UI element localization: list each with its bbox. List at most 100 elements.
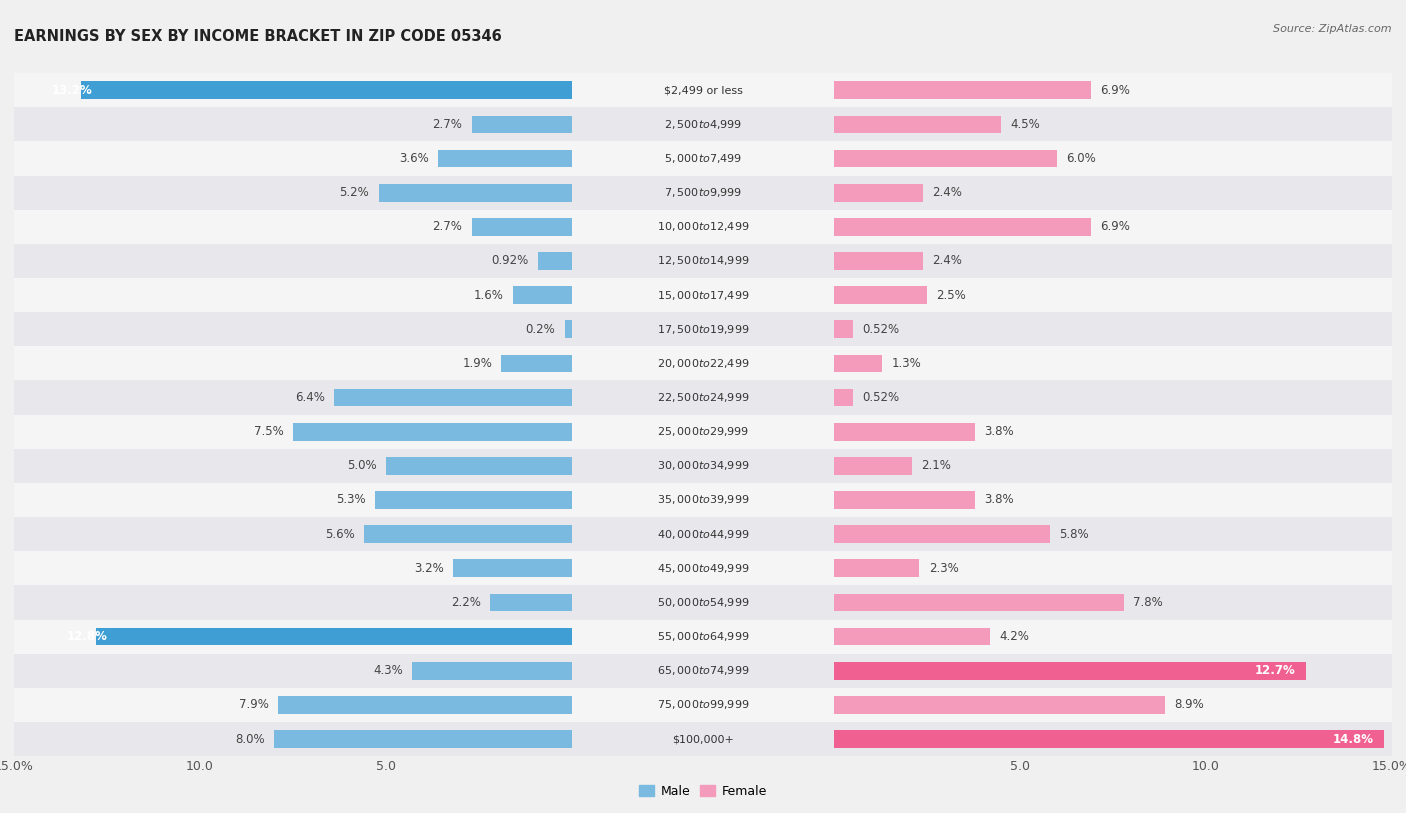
Bar bbox=[834, 141, 1392, 176]
Text: 2.3%: 2.3% bbox=[929, 562, 959, 575]
Text: $100,000+: $100,000+ bbox=[672, 734, 734, 744]
Bar bbox=[14, 380, 572, 415]
Bar bbox=[834, 380, 1392, 415]
Text: 5.8%: 5.8% bbox=[1059, 528, 1088, 541]
Text: $65,000 to $74,999: $65,000 to $74,999 bbox=[657, 664, 749, 677]
Text: $17,500 to $19,999: $17,500 to $19,999 bbox=[657, 323, 749, 336]
Bar bbox=[572, 244, 834, 278]
Bar bbox=[572, 483, 834, 517]
Bar bbox=[572, 346, 834, 380]
Text: 0.92%: 0.92% bbox=[491, 254, 529, 267]
Bar bbox=[834, 210, 1392, 244]
Bar bbox=[834, 730, 1385, 748]
Bar bbox=[378, 184, 572, 202]
Bar bbox=[834, 115, 1001, 133]
Bar bbox=[14, 688, 572, 722]
Text: 5.6%: 5.6% bbox=[325, 528, 354, 541]
Text: 3.8%: 3.8% bbox=[984, 493, 1014, 506]
Bar bbox=[14, 551, 572, 585]
Text: 0.52%: 0.52% bbox=[862, 323, 900, 336]
Text: $12,500 to $14,999: $12,500 to $14,999 bbox=[657, 254, 749, 267]
Bar bbox=[834, 218, 1091, 236]
Bar bbox=[834, 517, 1392, 551]
Bar bbox=[572, 278, 834, 312]
Text: 2.7%: 2.7% bbox=[433, 220, 463, 233]
Bar bbox=[834, 150, 1057, 167]
Text: $25,000 to $29,999: $25,000 to $29,999 bbox=[657, 425, 749, 438]
Bar bbox=[834, 654, 1392, 688]
Text: 1.3%: 1.3% bbox=[891, 357, 921, 370]
Bar bbox=[471, 115, 572, 133]
Bar bbox=[572, 585, 834, 620]
Text: 6.9%: 6.9% bbox=[1099, 84, 1130, 97]
Bar bbox=[834, 491, 976, 509]
Text: $40,000 to $44,999: $40,000 to $44,999 bbox=[657, 528, 749, 541]
Bar bbox=[572, 722, 834, 756]
Text: 2.1%: 2.1% bbox=[921, 459, 952, 472]
Bar bbox=[14, 415, 572, 449]
Bar bbox=[14, 722, 572, 756]
Bar bbox=[572, 654, 834, 688]
Bar bbox=[834, 696, 1166, 714]
Bar bbox=[834, 620, 1392, 654]
Text: 2.4%: 2.4% bbox=[932, 186, 962, 199]
Text: 2.2%: 2.2% bbox=[451, 596, 481, 609]
Bar bbox=[572, 176, 834, 210]
Legend: Male, Female: Male, Female bbox=[634, 780, 772, 802]
Bar bbox=[572, 141, 834, 176]
Text: 2.4%: 2.4% bbox=[932, 254, 962, 267]
Bar bbox=[834, 354, 882, 372]
Bar bbox=[471, 218, 572, 236]
Bar bbox=[834, 278, 1392, 312]
Text: 5.0%: 5.0% bbox=[347, 459, 377, 472]
Text: 13.2%: 13.2% bbox=[52, 84, 93, 97]
Bar bbox=[572, 449, 834, 483]
Bar bbox=[565, 320, 572, 338]
Bar bbox=[834, 389, 853, 406]
Text: $10,000 to $12,499: $10,000 to $12,499 bbox=[657, 220, 749, 233]
Text: 2.5%: 2.5% bbox=[936, 289, 966, 302]
Text: 5.3%: 5.3% bbox=[336, 493, 366, 506]
Bar bbox=[14, 654, 572, 688]
Bar bbox=[14, 244, 572, 278]
Bar bbox=[572, 380, 834, 415]
Text: $7,500 to $9,999: $7,500 to $9,999 bbox=[664, 186, 742, 199]
Bar bbox=[14, 107, 572, 141]
Bar bbox=[572, 620, 834, 654]
Bar bbox=[834, 312, 1392, 346]
Bar bbox=[834, 525, 1050, 543]
Text: $45,000 to $49,999: $45,000 to $49,999 bbox=[657, 562, 749, 575]
Text: $30,000 to $34,999: $30,000 to $34,999 bbox=[657, 459, 749, 472]
Bar bbox=[572, 688, 834, 722]
Text: 7.5%: 7.5% bbox=[254, 425, 284, 438]
Bar bbox=[834, 184, 924, 202]
Bar bbox=[834, 662, 1306, 680]
Bar bbox=[834, 688, 1392, 722]
Bar bbox=[14, 141, 572, 176]
Bar bbox=[834, 483, 1392, 517]
Bar bbox=[513, 286, 572, 304]
Text: EARNINGS BY SEX BY INCOME BRACKET IN ZIP CODE 05346: EARNINGS BY SEX BY INCOME BRACKET IN ZIP… bbox=[14, 29, 502, 44]
Bar bbox=[834, 722, 1392, 756]
Bar bbox=[14, 483, 572, 517]
Bar bbox=[572, 551, 834, 585]
Text: 12.7%: 12.7% bbox=[1254, 664, 1295, 677]
Bar bbox=[834, 244, 1392, 278]
Text: Source: ZipAtlas.com: Source: ZipAtlas.com bbox=[1274, 24, 1392, 34]
Text: $2,499 or less: $2,499 or less bbox=[664, 85, 742, 95]
Bar bbox=[439, 150, 572, 167]
Bar bbox=[14, 210, 572, 244]
Text: 12.8%: 12.8% bbox=[66, 630, 107, 643]
Bar bbox=[834, 559, 920, 577]
Text: 14.8%: 14.8% bbox=[1333, 733, 1374, 746]
Text: $2,500 to $4,999: $2,500 to $4,999 bbox=[664, 118, 742, 131]
Bar bbox=[834, 628, 990, 646]
Bar bbox=[14, 278, 572, 312]
Bar bbox=[834, 593, 1123, 611]
Text: 6.0%: 6.0% bbox=[1066, 152, 1097, 165]
Text: 3.8%: 3.8% bbox=[984, 425, 1014, 438]
Text: $55,000 to $64,999: $55,000 to $64,999 bbox=[657, 630, 749, 643]
Bar bbox=[278, 696, 572, 714]
Bar bbox=[14, 517, 572, 551]
Bar bbox=[14, 312, 572, 346]
